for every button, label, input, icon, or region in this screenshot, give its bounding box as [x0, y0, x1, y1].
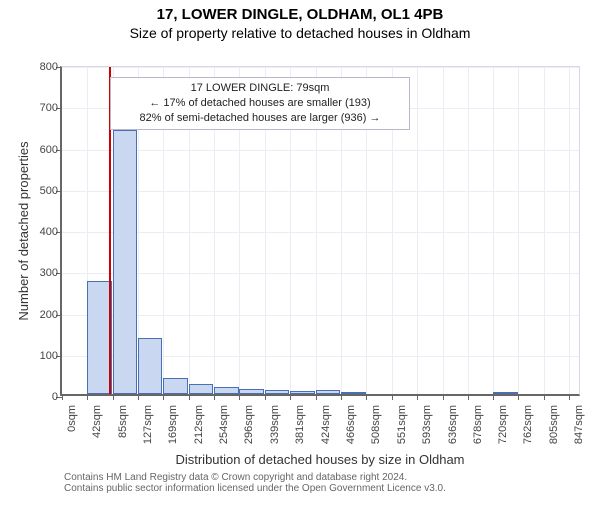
xtick-mark	[392, 394, 393, 400]
histogram-bar	[493, 392, 517, 394]
xtick-label: 466sqm	[345, 405, 357, 444]
gridline-v	[518, 67, 519, 394]
xtick-label: 42sqm	[91, 405, 103, 438]
xtick-label: 381sqm	[294, 405, 306, 444]
footer: Contains HM Land Registry data © Crown c…	[64, 472, 446, 494]
xtick-mark	[468, 394, 469, 400]
page-subtitle: Size of property relative to detached ho…	[0, 25, 600, 41]
gridline-v	[417, 67, 418, 394]
gridline-v	[544, 67, 545, 394]
xtick-label: 847sqm	[573, 405, 585, 444]
histogram-bar	[138, 338, 162, 394]
xtick-mark	[290, 394, 291, 400]
xtick-label: 636sqm	[447, 405, 459, 444]
xtick-label: 805sqm	[548, 405, 560, 444]
chart-area: 01002003004005006007008000sqm42sqm85sqm1…	[60, 66, 580, 436]
xtick-mark	[544, 394, 545, 400]
xtick-mark	[443, 394, 444, 400]
xtick-label: 424sqm	[320, 405, 332, 444]
ytick-label: 500	[18, 185, 58, 197]
gridline-v	[443, 67, 444, 394]
xtick-label: 169sqm	[167, 405, 179, 444]
xtick-mark	[341, 394, 342, 400]
annotation-line-2: ← 17% of detached houses are smaller (19…	[117, 96, 403, 111]
histogram-bar	[163, 378, 187, 395]
ytick-label: 400	[18, 226, 58, 238]
xtick-label: 720sqm	[497, 405, 509, 444]
gridline-h	[62, 273, 579, 274]
xtick-label: 508sqm	[370, 405, 382, 444]
histogram-bar	[316, 390, 340, 394]
annotation-line-1: 17 LOWER DINGLE: 79sqm	[117, 81, 403, 96]
xtick-label: 127sqm	[142, 405, 154, 444]
xtick-label: 212sqm	[193, 405, 205, 444]
xtick-mark	[189, 394, 190, 400]
histogram-bar	[113, 130, 137, 394]
xtick-mark	[138, 394, 139, 400]
ytick-label: 700	[18, 102, 58, 114]
xtick-mark	[417, 394, 418, 400]
xtick-mark	[62, 394, 63, 400]
histogram-bar	[214, 387, 238, 394]
gridline-h	[62, 67, 579, 68]
ytick-label: 800	[18, 61, 58, 73]
ytick-label: 300	[18, 267, 58, 279]
footer-line-2: Contains public sector information licen…	[64, 483, 446, 494]
ytick-label: 0	[18, 391, 58, 403]
gridline-h	[62, 315, 579, 316]
xtick-mark	[239, 394, 240, 400]
histogram-bar	[341, 392, 365, 394]
gridline-h	[62, 232, 579, 233]
gridline-h	[62, 191, 579, 192]
xtick-mark	[87, 394, 88, 400]
gridline-v	[569, 67, 570, 394]
xtick-label: 593sqm	[421, 405, 433, 444]
ytick-label: 100	[18, 350, 58, 362]
gridline-v	[468, 67, 469, 394]
xtick-label: 254sqm	[218, 405, 230, 444]
xtick-mark	[265, 394, 266, 400]
xtick-mark	[163, 394, 164, 400]
ytick-label: 600	[18, 144, 58, 156]
xtick-label: 678sqm	[472, 405, 484, 444]
histogram-bar	[265, 390, 289, 394]
histogram-bar	[87, 281, 111, 394]
xtick-mark	[214, 394, 215, 400]
gridline-v	[493, 67, 494, 394]
xtick-label: 551sqm	[396, 405, 408, 444]
xtick-label: 762sqm	[522, 405, 534, 444]
xtick-mark	[569, 394, 570, 400]
xtick-label: 85sqm	[117, 405, 129, 438]
xtick-label: 0sqm	[66, 405, 78, 432]
xtick-mark	[316, 394, 317, 400]
xtick-mark	[366, 394, 367, 400]
annotation-line-3: 82% of semi-detached houses are larger (…	[117, 111, 403, 126]
footer-line-1: Contains HM Land Registry data © Crown c…	[64, 472, 446, 483]
xtick-label: 339sqm	[269, 405, 281, 444]
x-axis-label: Distribution of detached houses by size …	[60, 452, 580, 467]
histogram-bar	[239, 389, 263, 394]
annotation-box: 17 LOWER DINGLE: 79sqm ← 17% of detached…	[110, 77, 410, 130]
histogram-bar	[290, 391, 314, 394]
ytick-label: 200	[18, 309, 58, 321]
gridline-h	[62, 150, 579, 151]
xtick-mark	[113, 394, 114, 400]
plot-area: 01002003004005006007008000sqm42sqm85sqm1…	[60, 66, 580, 396]
histogram-bar	[189, 384, 213, 394]
page-title: 17, LOWER DINGLE, OLDHAM, OL1 4PB	[0, 6, 600, 23]
xtick-label: 296sqm	[243, 405, 255, 444]
xtick-mark	[493, 394, 494, 400]
xtick-mark	[518, 394, 519, 400]
